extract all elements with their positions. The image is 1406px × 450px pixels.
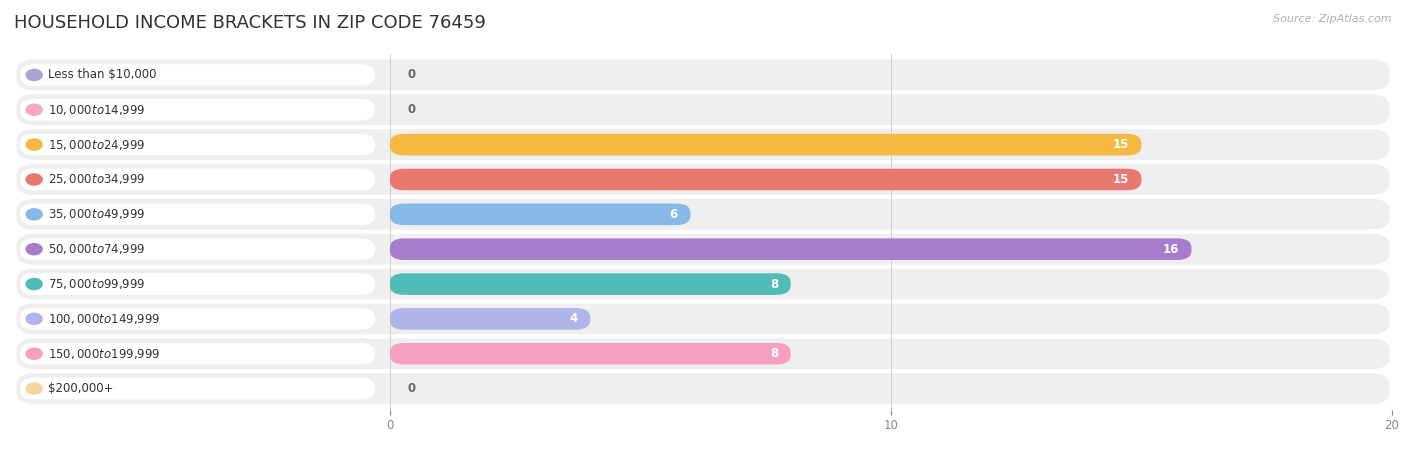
FancyBboxPatch shape <box>389 343 790 364</box>
Text: 8: 8 <box>770 278 778 291</box>
Text: $10,000 to $14,999: $10,000 to $14,999 <box>48 103 145 117</box>
FancyBboxPatch shape <box>389 169 1142 190</box>
Text: $150,000 to $199,999: $150,000 to $199,999 <box>48 347 160 361</box>
Text: $35,000 to $49,999: $35,000 to $49,999 <box>48 207 145 221</box>
FancyBboxPatch shape <box>20 169 375 190</box>
FancyBboxPatch shape <box>20 273 375 295</box>
Text: Source: ZipAtlas.com: Source: ZipAtlas.com <box>1274 14 1392 23</box>
Text: $75,000 to $99,999: $75,000 to $99,999 <box>48 277 145 291</box>
Circle shape <box>27 313 42 324</box>
FancyBboxPatch shape <box>17 269 1389 299</box>
Text: $200,000+: $200,000+ <box>48 382 112 395</box>
Text: $25,000 to $34,999: $25,000 to $34,999 <box>48 172 145 186</box>
Text: $15,000 to $24,999: $15,000 to $24,999 <box>48 138 145 152</box>
FancyBboxPatch shape <box>20 64 375 86</box>
Circle shape <box>27 209 42 220</box>
FancyBboxPatch shape <box>20 203 375 225</box>
FancyBboxPatch shape <box>17 59 1389 90</box>
Text: 16: 16 <box>1163 243 1180 256</box>
Circle shape <box>27 104 42 115</box>
Circle shape <box>27 243 42 255</box>
FancyBboxPatch shape <box>389 134 1142 155</box>
FancyBboxPatch shape <box>389 273 790 295</box>
Circle shape <box>27 348 42 359</box>
Circle shape <box>27 279 42 290</box>
FancyBboxPatch shape <box>17 164 1389 195</box>
FancyBboxPatch shape <box>389 238 1191 260</box>
FancyBboxPatch shape <box>17 129 1389 160</box>
Circle shape <box>27 69 42 81</box>
FancyBboxPatch shape <box>20 99 375 121</box>
Text: 0: 0 <box>408 103 416 116</box>
Text: Less than $10,000: Less than $10,000 <box>48 68 156 81</box>
Text: 6: 6 <box>669 208 678 221</box>
FancyBboxPatch shape <box>389 308 591 330</box>
FancyBboxPatch shape <box>17 234 1389 265</box>
Text: 15: 15 <box>1112 138 1129 151</box>
Circle shape <box>27 383 42 394</box>
Circle shape <box>27 139 42 150</box>
Text: 0: 0 <box>408 382 416 395</box>
FancyBboxPatch shape <box>20 343 375 364</box>
FancyBboxPatch shape <box>17 304 1389 334</box>
FancyBboxPatch shape <box>20 308 375 330</box>
Text: HOUSEHOLD INCOME BRACKETS IN ZIP CODE 76459: HOUSEHOLD INCOME BRACKETS IN ZIP CODE 76… <box>14 14 486 32</box>
FancyBboxPatch shape <box>20 134 375 155</box>
Text: $50,000 to $74,999: $50,000 to $74,999 <box>48 242 145 256</box>
Text: 0: 0 <box>408 68 416 81</box>
FancyBboxPatch shape <box>20 238 375 260</box>
FancyBboxPatch shape <box>17 94 1389 125</box>
FancyBboxPatch shape <box>389 203 690 225</box>
Circle shape <box>27 174 42 185</box>
Text: 8: 8 <box>770 347 778 360</box>
Text: 4: 4 <box>569 312 578 325</box>
FancyBboxPatch shape <box>17 199 1389 230</box>
Text: $100,000 to $149,999: $100,000 to $149,999 <box>48 312 160 326</box>
FancyBboxPatch shape <box>20 378 375 400</box>
FancyBboxPatch shape <box>17 373 1389 404</box>
Text: 15: 15 <box>1112 173 1129 186</box>
FancyBboxPatch shape <box>17 338 1389 369</box>
